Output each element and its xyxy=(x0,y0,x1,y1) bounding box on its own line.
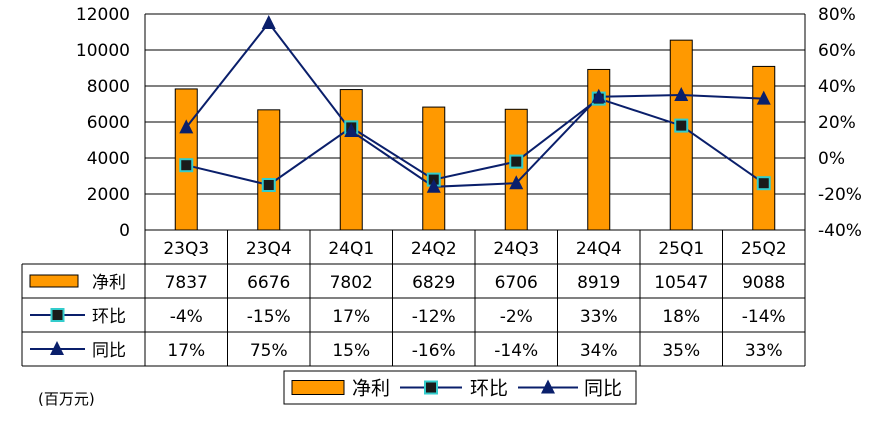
table-cell: 6706 xyxy=(495,273,538,293)
table-cell: 34% xyxy=(580,341,618,361)
category-label: 24Q1 xyxy=(328,239,374,259)
left-tick-label: 12000 xyxy=(76,5,130,25)
table-key-bar xyxy=(29,274,79,288)
legend-label: 同比 xyxy=(584,378,622,400)
table-cell: -16% xyxy=(412,341,456,361)
table-cell: 33% xyxy=(745,341,783,361)
table-cell: -4% xyxy=(170,307,203,327)
table-cell: 10547 xyxy=(654,273,708,293)
qoq-marker-23Q3 xyxy=(179,158,194,173)
row-header-环比: 环比 xyxy=(92,307,126,327)
table-cell: 15% xyxy=(332,341,370,361)
qoq-line xyxy=(186,97,765,187)
bar-24Q3 xyxy=(504,108,528,231)
qoq-marker-25Q2 xyxy=(756,176,771,191)
table-cell: -14% xyxy=(494,341,538,361)
category-label: 25Q2 xyxy=(741,239,787,259)
table-cell: -15% xyxy=(247,307,291,327)
yoy-marker-24Q3 xyxy=(509,175,524,190)
yoy-marker-25Q1 xyxy=(674,87,689,101)
yoy-marker-23Q4 xyxy=(261,15,276,29)
unit-label: (百万元) xyxy=(38,390,95,408)
left-tick-label: 0 xyxy=(119,221,130,241)
bar-25Q1 xyxy=(669,39,693,231)
table-key-square xyxy=(50,308,65,322)
qoq-marker-25Q1 xyxy=(674,118,689,133)
legend-key-square xyxy=(424,380,438,395)
bar-23Q4 xyxy=(257,109,281,231)
legend-label: 净利 xyxy=(352,378,390,400)
bar-24Q1 xyxy=(339,89,363,231)
left-tick-label: 2000 xyxy=(87,185,130,205)
table-cell: 7837 xyxy=(165,273,208,293)
category-label: 24Q4 xyxy=(576,239,622,259)
yoy-marker-24Q4 xyxy=(591,88,606,103)
row-header-净利: 净利 xyxy=(92,273,126,293)
category-label: 25Q1 xyxy=(658,239,704,259)
table-cell: 8919 xyxy=(577,273,620,293)
yoy-marker-23Q3 xyxy=(179,119,194,134)
right-tick-label: 20% xyxy=(818,113,856,133)
category-label: 23Q4 xyxy=(246,239,292,259)
left-tick-label: 4000 xyxy=(87,149,130,169)
category-label: 24Q3 xyxy=(493,239,539,259)
right-tick-label: 40% xyxy=(818,77,856,97)
legend-key-bar xyxy=(291,380,345,395)
row-header-同比: 同比 xyxy=(92,341,126,361)
table-cell: -12% xyxy=(412,307,456,327)
table-cell: 6829 xyxy=(412,273,455,293)
table-cell: 18% xyxy=(662,307,700,327)
table-cell: 35% xyxy=(662,341,700,361)
right-tick-label: -20% xyxy=(818,185,862,205)
table-cell: 9088 xyxy=(742,273,785,293)
legend-key-triangle xyxy=(541,379,555,394)
table-cell: -2% xyxy=(500,307,533,327)
table-cell: 6676 xyxy=(247,273,290,293)
right-tick-label: 0% xyxy=(818,149,845,169)
legend-label: 环比 xyxy=(470,378,508,400)
left-tick-label: 8000 xyxy=(87,77,130,97)
table-cell: -14% xyxy=(742,307,786,327)
bar-24Q2 xyxy=(422,106,446,231)
right-tick-label: 60% xyxy=(818,41,856,61)
category-label: 23Q3 xyxy=(163,239,209,259)
left-tick-label: 10000 xyxy=(76,41,130,61)
left-tick-label: 6000 xyxy=(87,113,130,133)
yoy-marker-25Q2 xyxy=(756,90,771,105)
qoq-marker-23Q4 xyxy=(261,178,276,192)
table-cell: 17% xyxy=(167,341,205,361)
right-tick-label: 80% xyxy=(818,5,856,25)
table-cell: 33% xyxy=(580,307,618,327)
qoq-marker-24Q3 xyxy=(509,154,524,169)
table-cell: 17% xyxy=(332,307,370,327)
table-cell: 7802 xyxy=(330,273,373,293)
table-cell: 75% xyxy=(250,341,288,361)
category-label: 24Q2 xyxy=(411,239,457,259)
yoy-line xyxy=(185,21,764,188)
yoy-marker-24Q1 xyxy=(344,123,359,137)
right-tick-label: -40% xyxy=(818,221,862,241)
table-key-triangle xyxy=(50,341,64,355)
yoy-marker-24Q2 xyxy=(426,178,441,193)
